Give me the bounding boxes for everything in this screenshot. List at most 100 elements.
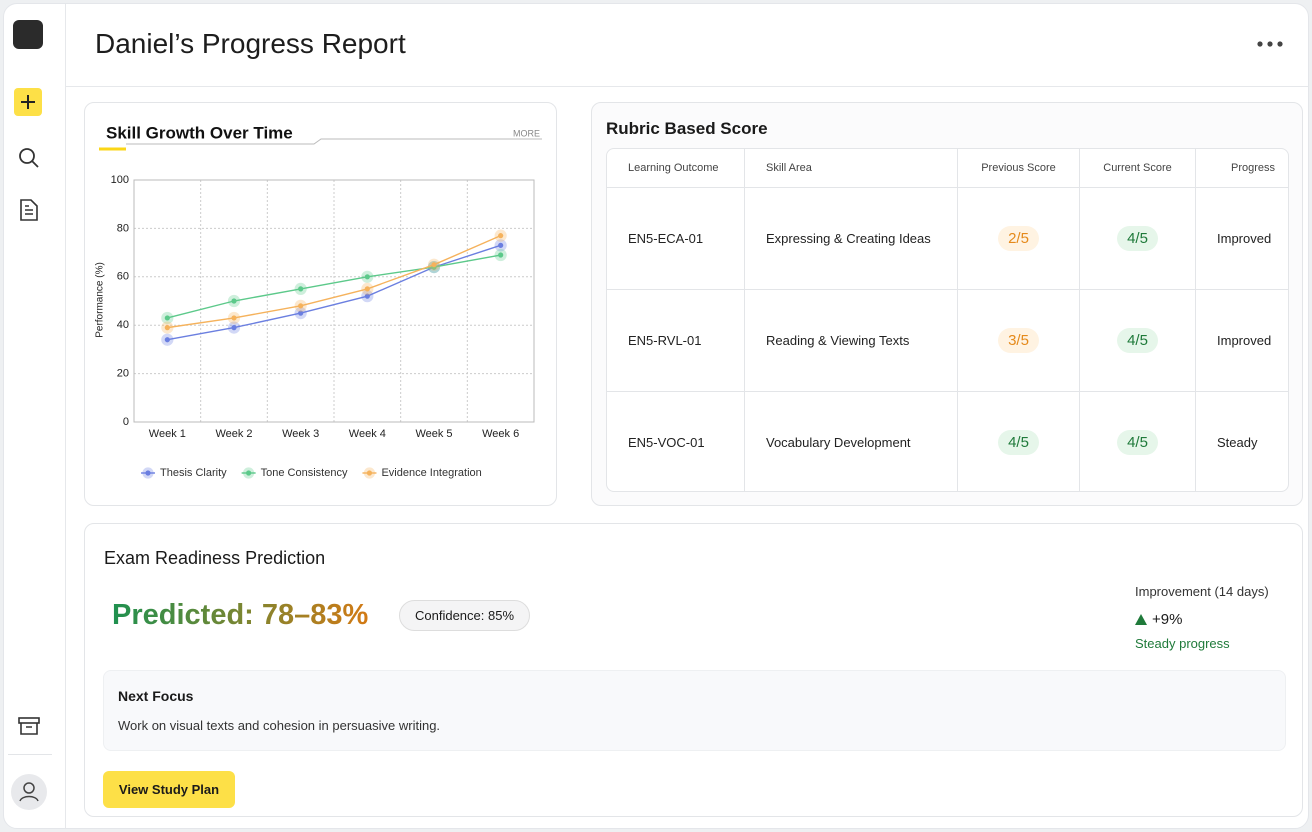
search-icon[interactable] — [17, 146, 41, 170]
table-cell: 4/5 — [1080, 188, 1196, 290]
table-cell: Improved — [1196, 188, 1288, 290]
study-plan-button[interactable]: View Study Plan — [103, 771, 235, 808]
score-pill: 4/5 — [1117, 429, 1158, 455]
table-cell: 4/5 — [958, 392, 1080, 491]
x-tick-label: Week 6 — [482, 428, 519, 440]
table-cell: Vocabulary Development — [745, 392, 958, 491]
data-point — [161, 333, 174, 346]
data-point — [361, 270, 374, 283]
table-header: Skill Area — [745, 149, 958, 188]
next-focus-title: Next Focus — [118, 688, 194, 704]
sidebar — [4, 4, 66, 828]
sidebar-divider — [8, 754, 52, 755]
y-tick-label: 60 — [117, 271, 129, 283]
table-cell: Improved — [1196, 290, 1288, 392]
x-tick-label: Week 4 — [349, 428, 386, 440]
data-point — [227, 294, 241, 308]
score-pill: 4/5 — [998, 429, 1039, 455]
x-tick-label: Week 5 — [415, 428, 452, 440]
score-pill: 4/5 — [1117, 328, 1158, 353]
data-point — [227, 311, 241, 325]
y-tick-label: 20 — [117, 368, 129, 380]
table-cell: EN5-RVL-01 — [607, 290, 745, 392]
legend-label: Evidence Integration — [381, 467, 481, 479]
legend-item: Tone Consistency — [241, 467, 348, 479]
rubric-table: Learning Outcome Skill Area Previous Score… — [606, 148, 1289, 492]
next-focus-box: Next Focus Work on visual texts and cohe… — [103, 670, 1286, 751]
new-button[interactable] — [14, 88, 42, 116]
up-arrow — [1135, 614, 1147, 625]
data-point — [294, 282, 307, 295]
more-link[interactable]: MORE — [513, 128, 540, 138]
page-title: Daniel’s Progress Report — [95, 28, 406, 59]
table-cell: EN5-ECA-01 — [607, 188, 745, 290]
logo — [13, 20, 43, 49]
y-tick-label: 80 — [117, 222, 129, 234]
rubric-card: Rubric Based Score Learning Outcome Skill… — [591, 102, 1303, 506]
improvement-label: Improvement (14 days) — [1135, 584, 1269, 599]
data-point — [361, 290, 374, 303]
legend-label: Thesis Clarity — [160, 467, 227, 479]
data-point — [361, 282, 374, 295]
table-cell: 2/5 — [958, 188, 1080, 290]
data-point — [294, 307, 307, 320]
score-pill: 2/5 — [998, 226, 1039, 251]
score-pill: 4/5 — [1117, 226, 1158, 251]
y-tick-label: 0 — [123, 416, 129, 428]
legend-item: Evidence Integration — [362, 467, 482, 479]
chart-card: Skill Growth Over Time MORE Performance … — [84, 102, 557, 506]
data-point — [227, 321, 241, 334]
legend-item: Thesis Clarity — [141, 467, 227, 479]
table-header: Progress — [1196, 149, 1288, 188]
table-cell: EN5-VOC-01 — [607, 392, 745, 491]
exam-title: Exam Readiness Prediction — [104, 548, 326, 568]
data-point — [161, 321, 174, 334]
confidence-pill: Confidence: 85% — [399, 600, 531, 631]
series-line — [167, 254, 501, 319]
y-axis-label: Performance (%) — [95, 262, 106, 338]
y-tick-label: 40 — [117, 319, 129, 331]
x-tick-label: Week 3 — [282, 428, 319, 440]
legend-label: Tone Consistency — [261, 467, 348, 479]
data-point — [294, 299, 307, 312]
rubric-title: Rubric Based Score — [606, 119, 768, 138]
table-cell: Steady — [1196, 392, 1288, 491]
table-cell: 4/5 — [1080, 290, 1196, 392]
more-menu[interactable] — [1256, 38, 1286, 50]
legend-swatch — [142, 467, 154, 479]
data-point — [494, 229, 507, 242]
archive-icon[interactable] — [17, 715, 41, 737]
exam-card: Exam Readiness Prediction Predicted: 78–… — [84, 523, 1303, 817]
table-cell: Expressing & Creating Ideas — [745, 188, 958, 290]
next-focus-text: Work on visual texts and cohesion in per… — [118, 718, 441, 733]
data-point — [161, 311, 174, 325]
chart: Skill Growth Over Time MORE Performance … — [95, 123, 542, 479]
table-cell: 4/5 — [1080, 392, 1196, 491]
table-header: Learning Outcome — [607, 149, 745, 188]
series-line — [167, 244, 501, 341]
document-icon[interactable] — [18, 198, 40, 222]
legend-swatch — [363, 467, 376, 479]
table-cell: 3/5 — [958, 290, 1080, 392]
improvement-value: +9% — [1152, 611, 1183, 628]
header: Daniel’s Progress Report — [66, 4, 1308, 87]
legend-swatch — [243, 467, 255, 479]
improvement-note: Steady progress — [1135, 636, 1230, 651]
prediction: Predicted: 78–83% — [112, 599, 369, 631]
table-header: Current Score — [1080, 149, 1196, 188]
data-point — [494, 239, 507, 252]
x-tick-label: Week 2 — [215, 428, 252, 440]
table-header: Previous Score — [958, 149, 1080, 188]
x-tick-label: Week 1 — [149, 428, 186, 440]
data-point — [427, 258, 441, 271]
data-point — [494, 248, 507, 262]
title-rule — [126, 138, 542, 145]
table-cell: Reading & Viewing Texts — [745, 290, 958, 392]
app-window: Daniel’s Progress Report Skill Growth Ov… — [3, 3, 1309, 829]
avatar[interactable] — [10, 773, 48, 811]
y-tick-label: 100 — [111, 174, 129, 186]
series-line — [167, 235, 501, 329]
plot-border — [133, 179, 535, 423]
score-pill: 3/5 — [998, 328, 1039, 353]
